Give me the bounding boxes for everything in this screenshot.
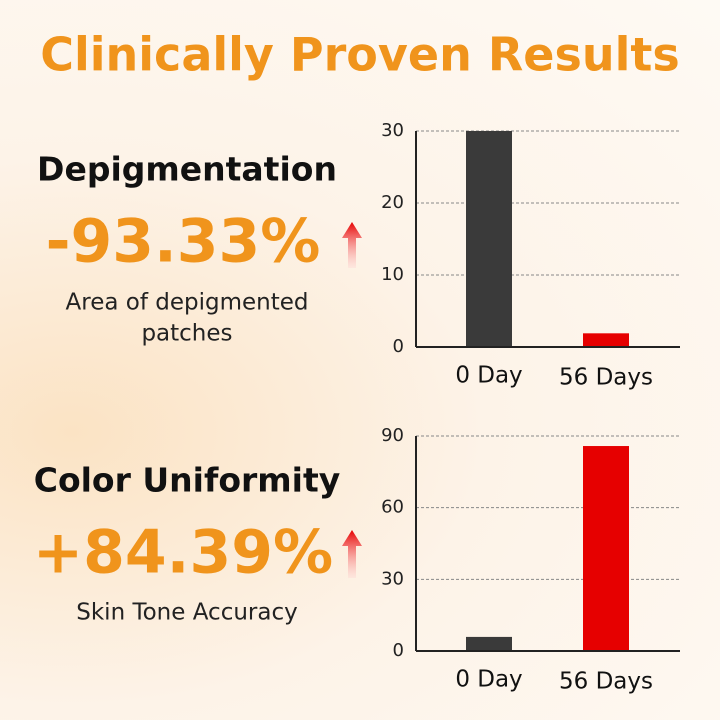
bar <box>583 446 629 651</box>
y-tick-label: 60 <box>381 497 404 518</box>
caption: Skin Tone Accuracy <box>76 600 297 626</box>
caption: Area of depigmented <box>66 290 309 316</box>
up-arrow <box>342 222 362 268</box>
bar <box>466 131 512 347</box>
x-tick-label: 0 Day <box>455 363 522 389</box>
bar <box>466 636 512 651</box>
y-tick-label: 0 <box>393 640 404 661</box>
x-tick-label: 56 Days <box>559 669 653 695</box>
y-tick-label: 20 <box>381 192 404 213</box>
x-tick-label: 0 Day <box>455 667 522 693</box>
y-tick-label: 10 <box>381 264 404 285</box>
caption: patches <box>141 321 232 347</box>
bar <box>583 333 629 347</box>
y-tick-label: 30 <box>381 568 404 589</box>
y-tick-label: 90 <box>381 425 404 446</box>
x-tick-label: 56 Days <box>559 365 653 391</box>
stat: -93.33% <box>46 207 321 277</box>
heading: Depigmentation <box>37 150 337 189</box>
heading: Color Uniformity <box>34 461 341 500</box>
title: Clinically Proven Results <box>40 28 680 82</box>
y-tick-label: 30 <box>381 120 404 141</box>
stat: +84.39% <box>33 518 333 588</box>
up-arrow <box>342 530 362 578</box>
y-tick-label: 0 <box>393 336 404 357</box>
